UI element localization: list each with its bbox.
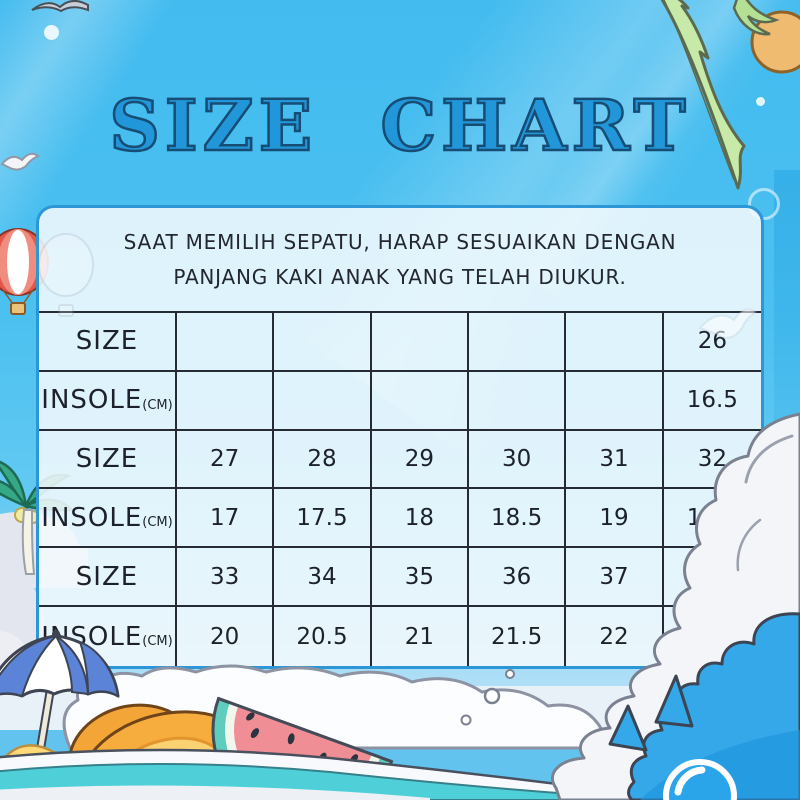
size-value-cell: 34 xyxy=(274,548,372,608)
insole-value-cell xyxy=(177,371,275,431)
insole-label: INSOLE xyxy=(41,385,143,416)
size-value-cell: 31 xyxy=(566,430,664,490)
size-value-cell: 30 xyxy=(469,430,567,490)
size-value-cell: 28 xyxy=(274,430,372,490)
insole-value-cell: 18.5 xyxy=(469,489,567,549)
size-value-cell: 29 xyxy=(371,430,469,490)
insole-value-cell: 16.5 xyxy=(663,372,761,431)
cm-unit: (CM) xyxy=(142,634,173,650)
size-value-cell xyxy=(469,313,567,372)
insole-value-cell xyxy=(469,371,567,431)
insole-value-cell xyxy=(274,371,372,431)
insole-value-cell: 18 xyxy=(371,489,469,549)
seagull-icon xyxy=(698,308,758,339)
sparkle-dot xyxy=(44,25,59,40)
seagull-icon xyxy=(0,152,40,171)
cm-unit: (CM) xyxy=(142,397,173,413)
size-value-cell: 32 xyxy=(663,431,761,490)
size-table: SIZE 26 INSOLE (CM) 16.5 SIZE xyxy=(39,311,761,666)
insole-value-cell: 17 xyxy=(177,489,275,549)
insole-value-cell xyxy=(371,371,469,431)
beach-scene xyxy=(0,412,800,800)
note-line-2: PANJANG KAKI ANAK YANG TELAH DIUKUR. xyxy=(173,264,627,289)
insole-label-cell: INSOLE (CM) xyxy=(39,489,177,549)
insole-value-cell: 21 xyxy=(372,607,469,666)
bubble-icon xyxy=(663,759,737,800)
cm-unit: (CM) xyxy=(142,515,173,531)
size-value-cell xyxy=(274,313,372,372)
seagull-icon xyxy=(31,0,89,13)
size-value-cell xyxy=(371,313,469,372)
bubble-ring xyxy=(748,188,780,220)
wave-icon xyxy=(0,785,430,800)
size-note: SAAT MEMILIH SEPATU, HARAP SESUAIKAN DEN… xyxy=(39,208,761,310)
size-value-cell: 33 xyxy=(177,548,275,608)
size-label-cell: SIZE xyxy=(39,313,177,372)
size-label-cell: SIZE xyxy=(39,430,177,490)
size-value-cell xyxy=(177,313,275,372)
size-label-cell: SIZE xyxy=(39,548,177,608)
size-value-cell: 27 xyxy=(177,430,275,490)
insole-value-cell: 20 xyxy=(177,607,275,666)
size-value-cell xyxy=(566,313,664,372)
hot-air-balloon-icon xyxy=(0,228,49,315)
insole-value-cell: 21.5 xyxy=(469,607,567,666)
sparkle-dot xyxy=(756,97,765,106)
size-value-cell: 36 xyxy=(469,548,567,608)
page-title: SIZE CHART xyxy=(108,83,691,169)
insole-label-cell: INSOLE (CM) xyxy=(39,371,177,431)
palm-leaf-icon xyxy=(660,0,800,190)
insole-value-cell: 20.5 xyxy=(274,607,372,666)
hot-air-balloon-icon xyxy=(38,233,94,317)
info-panel: SAAT MEMILIH SEPATU, HARAP SESUAIKAN DEN… xyxy=(36,205,764,669)
coconut-icon xyxy=(750,10,800,74)
insole-value-cell: 19 xyxy=(566,489,664,549)
insole-label: INSOLE xyxy=(41,502,143,533)
size-value-cell: 37 xyxy=(566,548,664,608)
splash-icon xyxy=(460,669,515,726)
insole-value-cell: 17.5 xyxy=(274,489,372,549)
size-value-cell: 35 xyxy=(371,548,469,608)
note-line-1: SAAT MEMILIH SEPATU, HARAP SESUAIKAN DEN… xyxy=(123,229,677,254)
insole-value-cell xyxy=(566,371,664,431)
